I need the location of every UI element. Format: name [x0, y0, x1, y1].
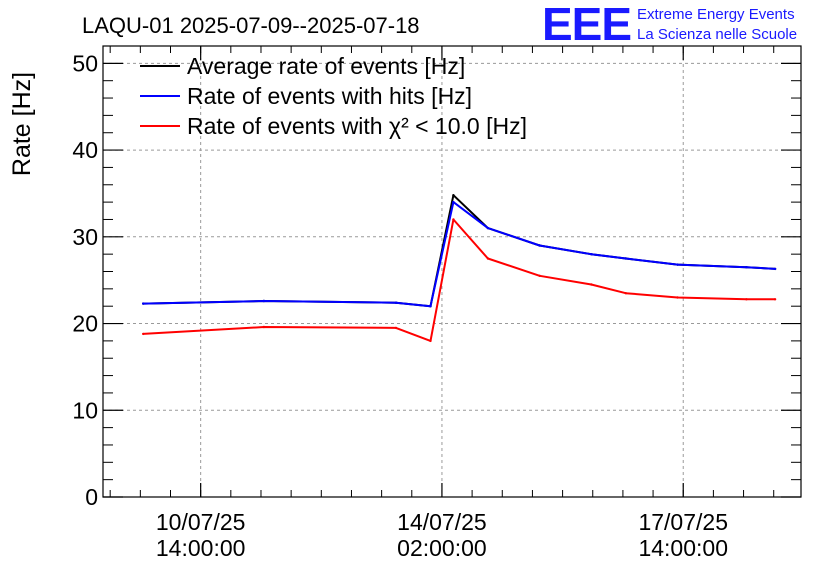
series-line [143, 201, 776, 308]
data-point [745, 298, 748, 301]
x-tick-label-date: 10/07/25 [156, 509, 246, 535]
series-line [143, 194, 776, 308]
data-point [262, 325, 266, 329]
eee-logo-mark: EEE [542, 0, 631, 50]
legend: Average rate of events [Hz] Rate of event… [140, 53, 527, 139]
data-point [429, 305, 432, 308]
series-group [142, 194, 777, 308]
series-line [143, 218, 776, 342]
data-point [486, 257, 490, 260]
y-tick-label: 50 [72, 50, 98, 76]
data-point [429, 339, 432, 343]
y-tick-label: 30 [72, 224, 98, 250]
data-point [538, 244, 541, 247]
data-point [590, 253, 593, 256]
data-point [676, 296, 679, 299]
data-point [773, 298, 777, 301]
chart-title: LAQU-01 2025-07-09--2025-07-18 [82, 13, 420, 38]
legend-label: Rate of events with χ² < 10.0 [Hz] [187, 113, 527, 139]
y-tick-label: 40 [72, 137, 98, 163]
y-axis-label: Rate [Hz] [8, 72, 36, 176]
x-tick-label-date: 17/07/25 [638, 509, 728, 535]
data-point [624, 292, 627, 295]
data-point [452, 200, 455, 204]
eee-org-line1: Extreme Energy Events [637, 6, 795, 23]
data-point [773, 267, 777, 271]
data-point [486, 226, 490, 230]
legend-label: Rate of events with hits [Hz] [187, 83, 472, 109]
legend-label: Average rate of events [Hz] [187, 53, 465, 79]
series-group [142, 200, 777, 308]
y-tick-label: 10 [72, 397, 98, 423]
series-group [142, 218, 777, 343]
eee-org-line2: La Scienza nelle Scuole [637, 26, 797, 43]
data-series [142, 194, 777, 343]
x-tick-label-date: 14/07/25 [397, 509, 487, 535]
x-tick-label-time: 02:00:00 [397, 535, 487, 561]
axis-ticks [103, 46, 801, 498]
x-tick-labels: 10/07/2514:00:0014/07/2502:00:0017/07/25… [156, 509, 728, 561]
data-point [590, 283, 593, 286]
y-tick-label: 20 [72, 311, 98, 337]
data-point [142, 332, 145, 336]
data-point [262, 299, 266, 303]
eee-logo: EEE Extreme Energy Events La Scienza nel… [542, 0, 797, 50]
data-point [142, 302, 145, 305]
data-point [676, 263, 679, 266]
data-point [452, 218, 455, 221]
data-point [538, 274, 541, 277]
y-tick-label: 0 [85, 484, 98, 510]
data-point [452, 194, 455, 197]
data-point [394, 301, 398, 304]
data-point [745, 266, 748, 269]
x-tick-label-time: 14:00:00 [638, 535, 728, 561]
data-point [624, 257, 627, 260]
x-tick-label-time: 14:00:00 [156, 535, 246, 561]
grid-lines [103, 46, 801, 497]
y-tick-labels: 0 10 20 30 40 50 [72, 50, 98, 510]
data-point [394, 326, 398, 330]
